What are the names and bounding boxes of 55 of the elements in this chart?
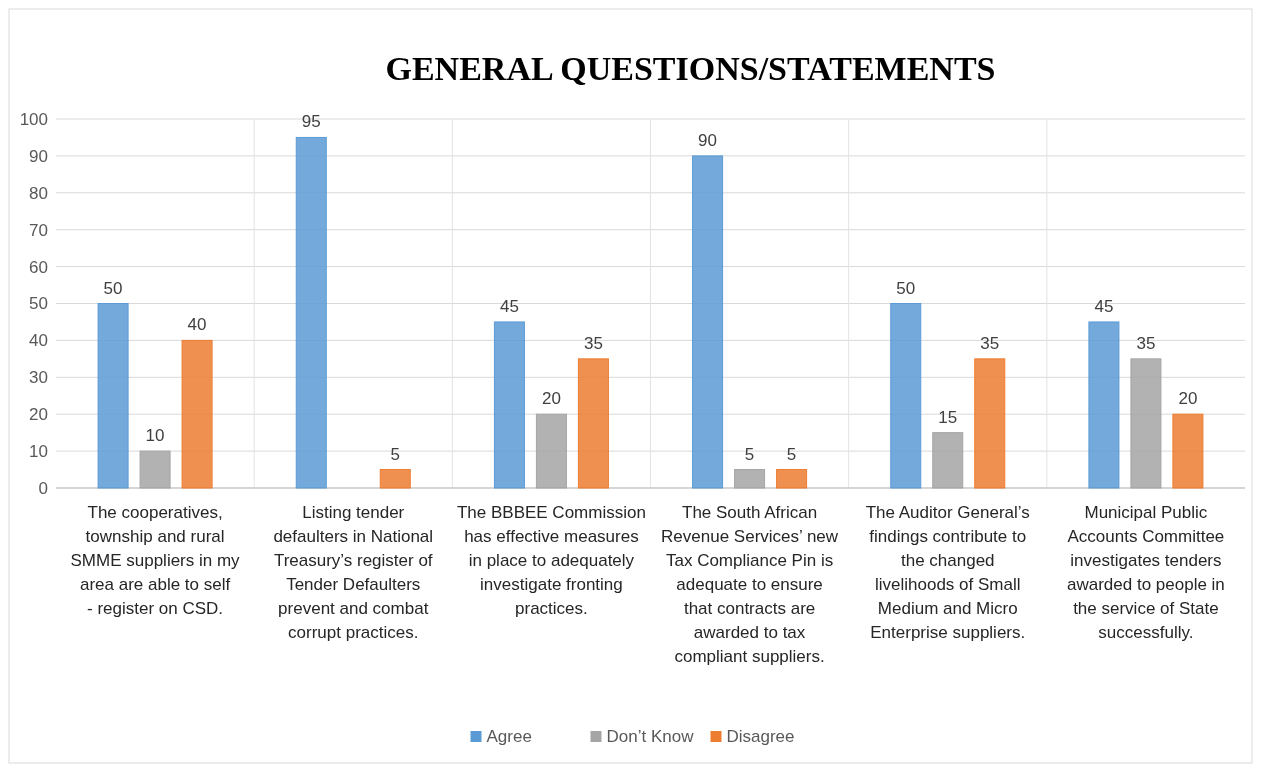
y-tick-label: 90 [29,146,48,166]
data-label: 20 [1178,389,1198,409]
data-label: 5 [786,444,797,464]
data-label: 50 [896,278,916,298]
data-label: 45 [1094,296,1114,316]
data-label: 5 [390,444,400,464]
y-tick-label: 70 [29,220,48,240]
data-label: 45 [499,296,519,316]
bar [974,358,1006,489]
data-label: 15 [938,407,958,427]
bar [295,136,327,489]
y-tick-label: 30 [29,368,48,388]
data-label: 35 [583,333,603,353]
data-label: 5 [744,444,755,464]
bar [139,450,171,489]
data-label: 50 [103,278,123,298]
bar [379,469,411,489]
bar [776,469,808,489]
y-tick-label: 60 [29,257,48,277]
chart-title: GENERAL QUESTIONS/STATEMENTS [385,50,996,87]
data-label: 40 [187,315,207,335]
data-label: 20 [541,389,561,409]
legend-label: Agree [486,727,532,746]
data-label: 90 [698,130,718,150]
bar [181,339,213,489]
data-label: 35 [980,333,1000,353]
legend-label: Disagree [726,727,795,746]
x-tick-label: The BBBEE Commission has effective measures in place to adequately investigate fronting practices. [456,503,646,618]
y-tick-label: 40 [29,331,48,351]
bar [535,413,567,489]
y-tick-label: 0 [38,478,48,498]
data-label: 95 [301,112,321,132]
bar [932,432,964,489]
bar [1088,321,1120,489]
y-tick-label: 20 [29,405,48,425]
y-tick-label: 50 [29,294,48,314]
bar [734,469,766,489]
x-tick-label: Listing tender defaulters in National Treasury’s register of Tender Defaulters prevent and combat corrupt practices. [273,503,434,642]
x-tick-label: The South African Revenue Services’ new Tax Compliance Pin is adequate to ensure that contracts are awarded to tax compliant suppliers. [661,503,839,666]
x-tick-label: Municipal Public Accounts Committee investigates tenders awarded to people in the service of State successfully. [1066,503,1225,642]
bar [97,303,129,489]
x-tick-label: The cooperatives, township and rural SMME suppliers in my area are able to self - register on CSD. [70,503,241,618]
bar [890,303,922,489]
bar [692,155,724,489]
y-tick-label: 100 [19,109,48,129]
bar [577,358,609,489]
bar [1130,358,1162,489]
bar [1172,413,1204,489]
data-label: 10 [145,426,165,446]
data-label: 35 [1136,333,1156,353]
bar [493,321,525,489]
legend-label: Don’t Know [606,727,695,746]
y-tick-label: 80 [29,183,48,203]
y-tick-label: 10 [29,442,48,462]
x-tick-label: The Auditor General’s findings contribute to the changed livelihoods of Small Medium and Micro Enterprise suppliers. [865,503,1030,642]
